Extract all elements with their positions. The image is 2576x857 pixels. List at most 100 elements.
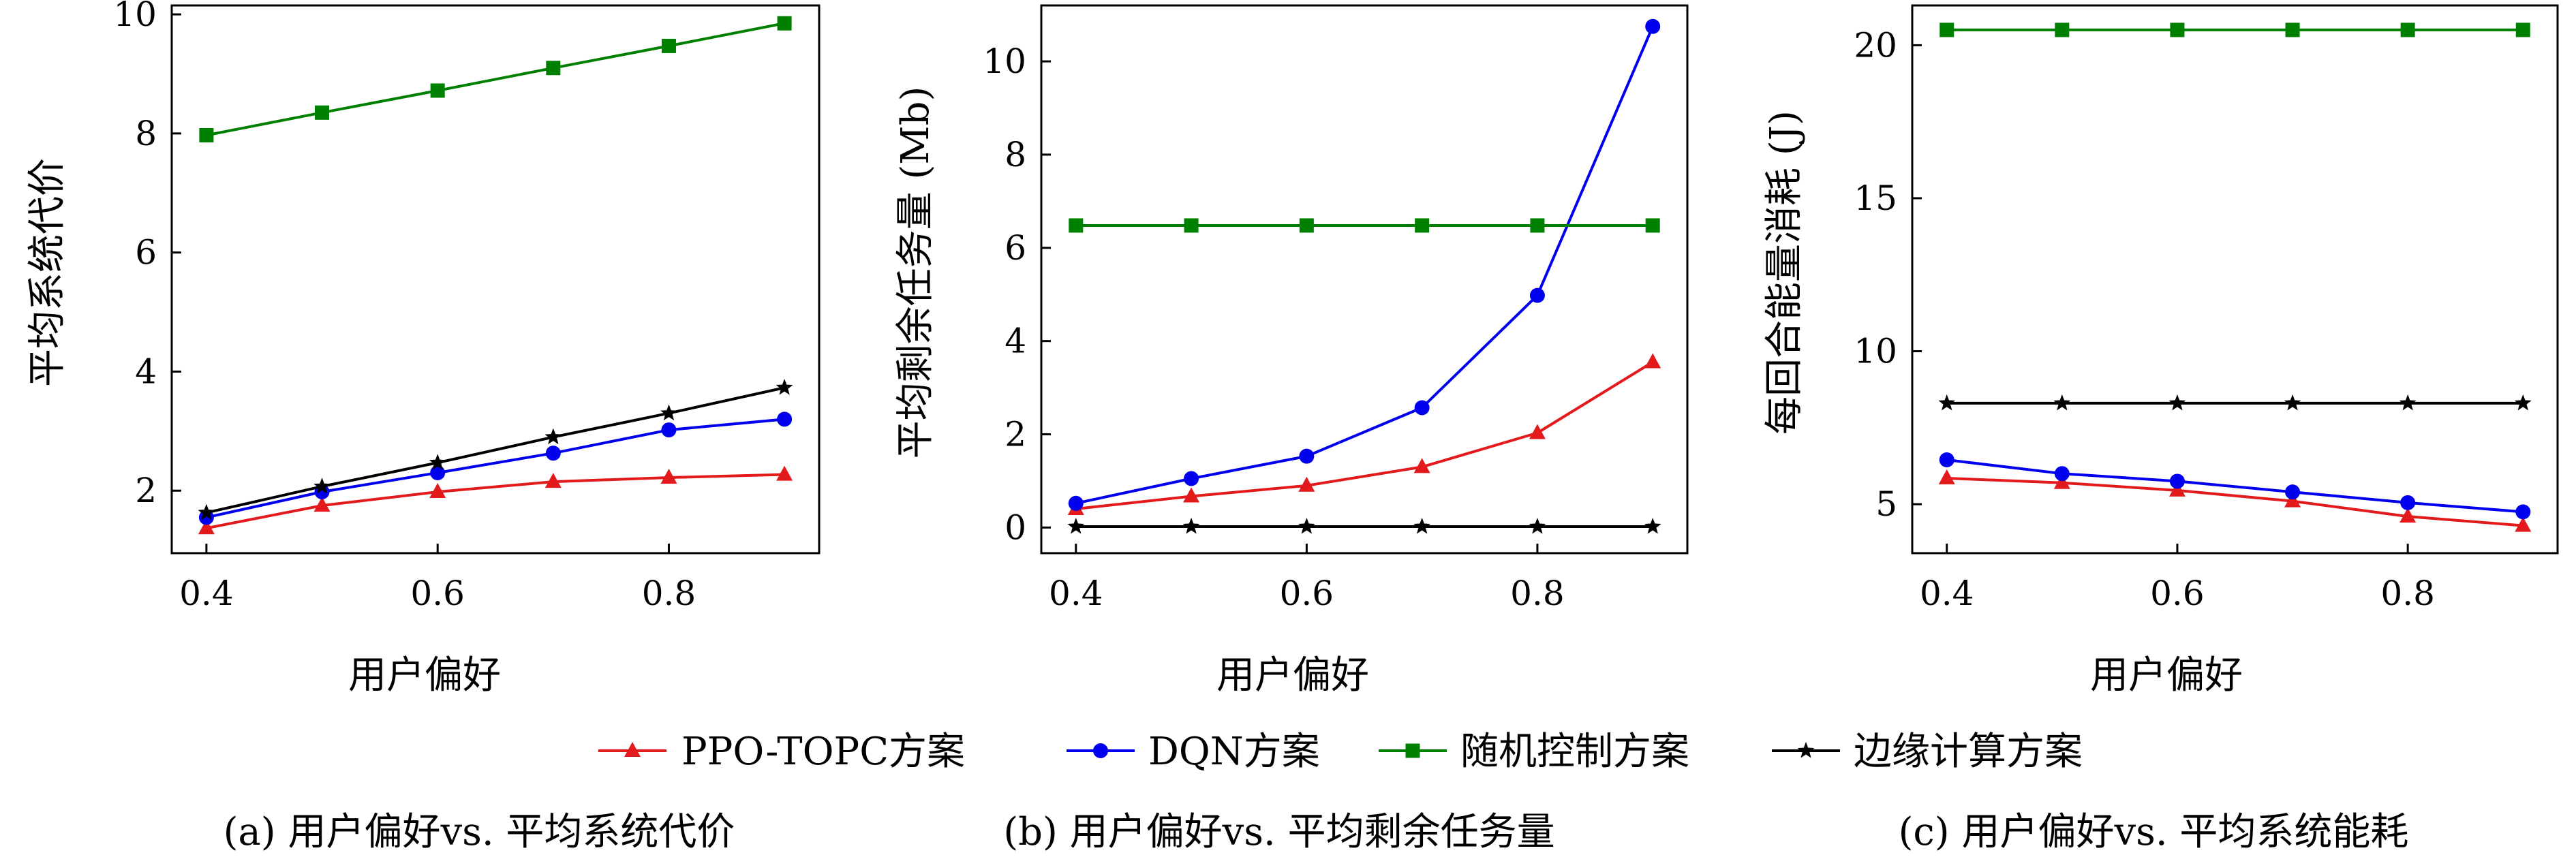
series-line-dqn-b xyxy=(1075,26,1655,505)
caption-c: (c) 用户偏好vs. 平均系统能耗 xyxy=(1899,810,2409,854)
legend-item-ppo: PPO-TOPC方案 xyxy=(598,730,965,774)
data-point-dqn-b xyxy=(1529,287,1545,303)
data-point-ppo-a xyxy=(429,482,446,498)
data-point-dqn-b xyxy=(1414,400,1430,416)
data-point-ppo-c xyxy=(2515,516,2532,532)
panel-c: 0.4 0.6 0.8 5 10 15 20 用户偏好 每回合能量消耗 (J) (c) 用户… xyxy=(1762,4,2559,854)
data-point-random-c xyxy=(2170,22,2185,37)
legend-swatch-random xyxy=(1379,743,1447,758)
data-point-edge-a xyxy=(198,503,215,520)
x-axis-title-b: 用户偏好 xyxy=(1216,653,1369,698)
x-tick-label-a: 0.6 xyxy=(410,574,465,613)
plot-frame-c xyxy=(1911,4,2559,555)
data-point-ppo-a xyxy=(313,497,331,512)
data-point-ppo-b xyxy=(1413,458,1430,473)
data-point-edge-b xyxy=(1413,518,1430,534)
legend-label-ppo: PPO-TOPC方案 xyxy=(681,730,965,774)
plot-frame-a xyxy=(170,4,821,555)
data-point-edge-a xyxy=(545,428,562,445)
data-point-ppo-c xyxy=(2168,481,2186,497)
y-axis-title-a: 平均系统代价 xyxy=(25,158,70,387)
data-point-ppo-a xyxy=(545,473,562,488)
legend-item-dqn: DQN方案 xyxy=(1067,730,1320,774)
data-point-random-c xyxy=(1939,22,1954,37)
series-line-dqn-a xyxy=(206,418,785,519)
data-point-ppo-b xyxy=(1529,424,1546,439)
data-point-random-c xyxy=(2400,22,2415,37)
y-tick-label-a: 2 xyxy=(135,471,157,510)
data-point-edge-a xyxy=(313,478,331,494)
data-point-edge-b xyxy=(1298,518,1315,534)
legend: PPO-TOPC方案 DQN方案 随机控制方案 边缘计算方案 xyxy=(598,730,2083,774)
y-tick-label-a: 8 xyxy=(135,114,157,153)
y-tick-label-c: 5 xyxy=(1875,484,1897,524)
data-point-dqn-c xyxy=(1939,452,1954,468)
data-point-edge-a xyxy=(429,454,446,470)
legend-label-edge: 边缘计算方案 xyxy=(1854,730,2083,774)
panel-b: 0.4 0.6 0.8 0 2 4 6 8 10 用户偏好 平均剩余任务量 (Mb) (b) 用… xyxy=(893,4,1689,854)
legend-item-random: 随机控制方案 xyxy=(1379,730,1689,774)
x-tick-label-a: 0.8 xyxy=(642,574,696,613)
x-tick-label-c: 0.6 xyxy=(2150,574,2205,613)
data-point-random-b xyxy=(1299,218,1314,233)
series-line-ppo-c xyxy=(1946,477,2524,527)
series-line-edge-a xyxy=(206,386,785,514)
x-tick-label-a: 0.4 xyxy=(179,574,234,613)
data-point-edge-b xyxy=(1644,518,1661,534)
x-tick-label-c: 0.4 xyxy=(1920,574,1974,613)
data-point-random-a xyxy=(430,83,445,98)
data-point-edge-b xyxy=(1529,518,1546,534)
legend-marker-dqn xyxy=(1093,743,1108,758)
data-point-edge-a xyxy=(776,379,793,395)
data-point-random-a xyxy=(661,38,676,53)
data-point-dqn-a xyxy=(777,411,793,427)
data-point-dqn-c xyxy=(2169,473,2185,489)
y-tick-label-c: 15 xyxy=(1854,178,1897,218)
data-point-edge-c xyxy=(2168,394,2186,411)
y-tick-label-a: 6 xyxy=(135,233,157,272)
y-axis-title-b: 平均剩余任务量 (Mb) xyxy=(893,87,938,459)
data-point-dqn-c xyxy=(2515,504,2531,520)
data-point-random-c xyxy=(2055,22,2070,37)
legend-marker-ppo xyxy=(624,742,641,757)
data-point-dqn-b xyxy=(1184,471,1199,486)
y-tick-label-a: 4 xyxy=(135,352,157,391)
legend-marker-random xyxy=(1405,743,1420,758)
series-line-dqn-c xyxy=(1946,458,2524,514)
plot-area-a: 0.4 0.6 0.8 2 4 6 8 10 xyxy=(113,0,821,613)
legend-swatch-ppo xyxy=(598,742,666,757)
data-point-random-b xyxy=(1069,218,1084,233)
caption-a: (a) 用户偏好vs. 平均系统代价 xyxy=(224,810,735,854)
legend-label-random: 随机控制方案 xyxy=(1460,730,1689,774)
data-point-dqn-c xyxy=(2400,495,2416,510)
legend-swatch-dqn xyxy=(1067,743,1135,758)
data-point-ppo-a xyxy=(660,469,677,484)
data-point-dqn-c xyxy=(2285,484,2301,500)
data-point-random-a xyxy=(315,105,330,120)
data-point-edge-c xyxy=(1938,394,1956,411)
data-point-random-a xyxy=(777,16,792,31)
y-tick-label-b: 4 xyxy=(1005,322,1026,361)
data-point-ppo-b xyxy=(1298,476,1315,492)
y-tick-label-a: 10 xyxy=(113,0,157,34)
y-tick-label-c: 20 xyxy=(1854,25,1897,65)
data-point-random-b xyxy=(1415,218,1430,233)
data-point-edge-c xyxy=(2284,394,2301,411)
y-tick-label-b: 0 xyxy=(1005,508,1026,547)
data-point-edge-b xyxy=(1182,518,1200,534)
x-tick-label-c: 0.8 xyxy=(2380,574,2435,613)
caption-b: (b) 用户偏好vs. 平均剩余任务量 xyxy=(1003,810,1554,854)
data-point-dqn-a xyxy=(545,446,561,461)
data-point-ppo-a xyxy=(776,465,793,481)
panel-a: 0.4 0.6 0.8 2 4 6 8 10 用户偏好 平均系统代价 (a) 用户偏好vs. … xyxy=(25,0,821,854)
y-tick-label-b: 8 xyxy=(1005,135,1026,174)
data-point-random-a xyxy=(546,61,561,76)
data-point-dqn-b xyxy=(1645,18,1661,34)
y-tick-label-b: 2 xyxy=(1005,415,1026,454)
x-tick-label-b: 0.4 xyxy=(1049,574,1103,613)
series-line-ppo-b xyxy=(1075,360,1654,510)
x-axis-title-a: 用户偏好 xyxy=(348,653,501,698)
data-point-ppo-c xyxy=(1938,469,1955,484)
data-point-dqn-a xyxy=(430,465,446,481)
